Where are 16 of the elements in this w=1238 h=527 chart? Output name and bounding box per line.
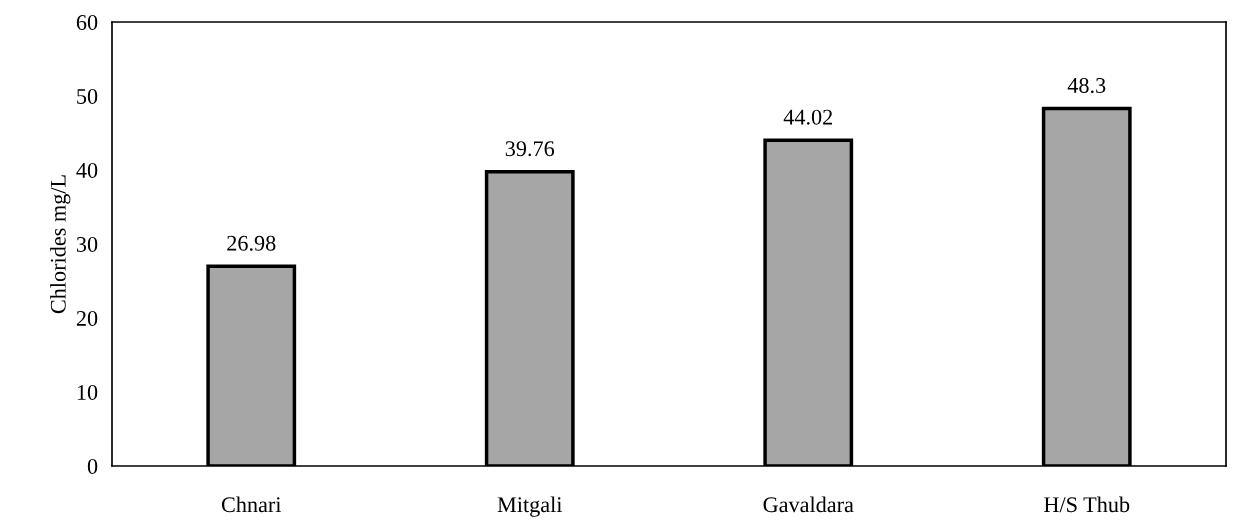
y-tick-label: 60 bbox=[76, 14, 98, 30]
y-axis-title: Chlorides mg/L bbox=[50, 175, 71, 314]
x-tick-label: Mitgali bbox=[497, 496, 563, 517]
x-tick-label: H/S Thub bbox=[1044, 496, 1130, 513]
data-label: 48.3 bbox=[1067, 77, 1106, 94]
y-tick-label: 50 bbox=[77, 88, 98, 104]
data-label: 39.76 bbox=[505, 141, 555, 157]
y-tick-label: 30 bbox=[76, 236, 98, 252]
y-tick-label: 40 bbox=[76, 162, 98, 178]
y-tick-label: 0 bbox=[87, 458, 98, 474]
x-tick-label: Gavaldara bbox=[763, 496, 854, 513]
x-tick-label: Chnari bbox=[221, 496, 282, 513]
data-label: 26.98 bbox=[227, 235, 276, 251]
data-label: 44.02 bbox=[783, 109, 833, 125]
y-tick-label: 20 bbox=[76, 310, 98, 326]
y-tick-label: 10 bbox=[77, 384, 98, 400]
